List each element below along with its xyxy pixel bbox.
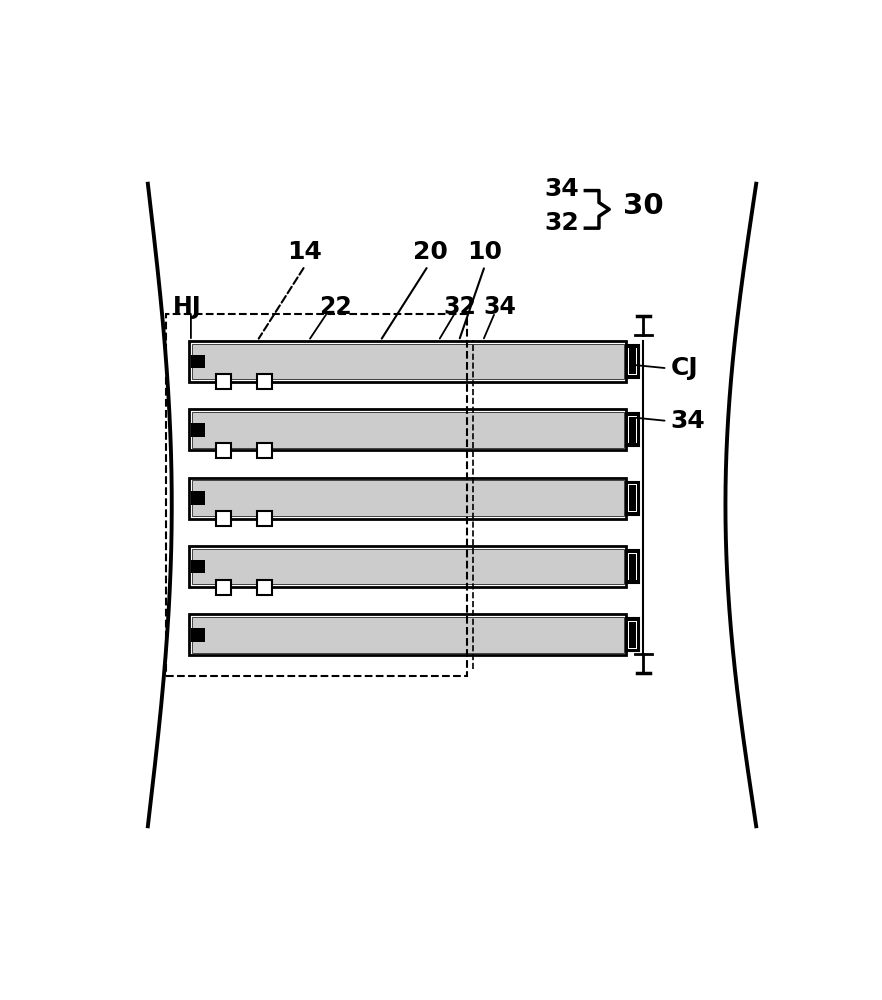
Bar (258, 580, 273, 595)
Bar (191, 355, 205, 368)
Bar (216, 374, 231, 389)
Bar (191, 412, 624, 448)
Bar (629, 622, 636, 648)
Bar (629, 485, 636, 511)
Text: 32: 32 (544, 211, 579, 235)
Text: 14: 14 (288, 240, 323, 264)
Text: 32: 32 (444, 295, 476, 319)
Text: 30: 30 (623, 192, 664, 220)
Bar (626, 345, 639, 378)
Bar (191, 344, 624, 379)
Bar (189, 478, 626, 519)
Bar (191, 628, 205, 642)
Bar (628, 416, 637, 443)
Bar (258, 443, 273, 458)
Bar (629, 554, 636, 580)
Text: 34: 34 (483, 295, 516, 319)
Bar (626, 482, 639, 515)
Text: HJ: HJ (173, 295, 201, 319)
Bar (189, 409, 626, 450)
Bar (628, 553, 637, 580)
Text: 20: 20 (413, 240, 447, 264)
Text: 10: 10 (467, 240, 503, 264)
Text: 34: 34 (670, 409, 706, 433)
Bar (191, 491, 205, 505)
Bar (626, 413, 639, 446)
Bar (216, 580, 231, 595)
Text: CJ: CJ (670, 356, 699, 380)
Bar (191, 423, 205, 437)
Bar (191, 549, 624, 584)
Bar (191, 617, 624, 653)
Bar (216, 443, 231, 458)
Bar (628, 348, 637, 375)
Bar (628, 484, 637, 512)
Bar (191, 480, 624, 516)
Bar (626, 618, 639, 651)
Bar (628, 621, 637, 649)
Text: 34: 34 (544, 177, 579, 201)
Bar (189, 614, 626, 655)
Bar (189, 546, 626, 587)
Bar (167, 314, 467, 676)
Bar (258, 511, 273, 526)
Bar (629, 348, 636, 374)
Bar (191, 560, 205, 573)
Bar (629, 417, 636, 443)
Text: 22: 22 (319, 295, 352, 319)
Bar (626, 550, 639, 583)
Bar (216, 511, 231, 526)
Bar (189, 341, 626, 382)
Bar (258, 374, 273, 389)
